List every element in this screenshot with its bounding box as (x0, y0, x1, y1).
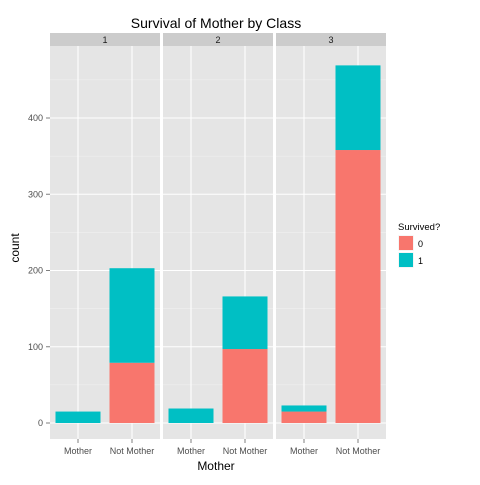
y-tick-label: 400 (28, 113, 43, 123)
legend-label: 1 (418, 256, 423, 266)
legend-key-survived-0 (399, 236, 413, 250)
bar-segment-survived-0 (109, 362, 155, 423)
legend-title: Survived? (398, 222, 440, 233)
bar-segment-survived-1 (168, 408, 214, 423)
chart-title: Survival of Mother by Class (131, 15, 301, 31)
facet-panel-1: 1 Mother Not Mother (50, 33, 160, 456)
facet-strip (50, 33, 160, 46)
bar-segment-survived-1 (109, 268, 155, 363)
facet-panel-3: 3 Mother Not Mother (276, 33, 386, 456)
y-tick-label: 200 (28, 266, 43, 276)
bar-segment-survived-1 (55, 411, 101, 423)
facet-panel-2: 2 Mother Not Mother (163, 33, 273, 456)
y-axis-title: count (8, 233, 22, 263)
bar-segment-survived-0 (335, 150, 381, 423)
facet-strip-label: 1 (102, 35, 107, 45)
panels-layer: 1 Mother Not Mother 2 Mother Not Mother 3 Mothe… (28, 33, 386, 456)
bar-segment-survived-1 (281, 405, 327, 412)
y-tick-label: 0 (38, 418, 43, 428)
y-tick-label: 100 (28, 342, 43, 352)
bar-segment-survived-0 (222, 349, 268, 423)
facet-strip-label: 3 (328, 35, 333, 45)
x-tick-label: Not Mother (110, 446, 155, 456)
bar-segment-survived-1 (335, 65, 381, 151)
bar-segment-survived-0 (281, 411, 327, 423)
x-tick-label: Mother (177, 446, 205, 456)
facet-strip (163, 33, 273, 46)
x-tick-label: Mother (64, 446, 92, 456)
x-tick-label: Not Mother (336, 446, 381, 456)
bar-segment-survived-1 (222, 296, 268, 350)
y-tick-label: 300 (28, 189, 43, 199)
x-axis-title: Mother (197, 459, 234, 473)
facet-strip-label: 2 (215, 35, 220, 45)
legend: Survived? 0 1 (397, 222, 440, 269)
legend-label: 0 (418, 239, 423, 249)
facet-strip (276, 33, 386, 46)
x-tick-label: Not Mother (223, 446, 268, 456)
x-tick-label: Mother (290, 446, 318, 456)
legend-key-survived-1 (399, 253, 413, 267)
